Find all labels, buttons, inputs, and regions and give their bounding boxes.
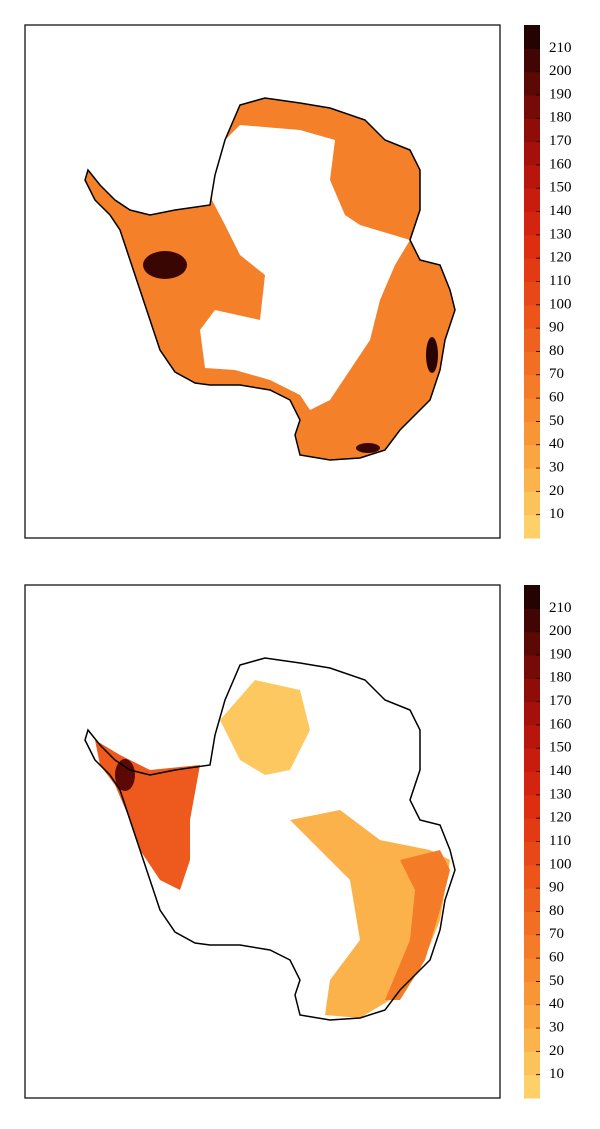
map-frame <box>24 584 501 1099</box>
colorbar-tick-label: 100 <box>549 296 572 312</box>
colorbar-tick-label: 10 <box>549 1066 564 1082</box>
colorbar-tick-label: 210 <box>549 40 572 56</box>
colorbar-tick-label: 170 <box>549 133 572 149</box>
colorbar-segment <box>524 491 540 516</box>
colorbar-segment <box>524 118 540 143</box>
colorbar-tick-label: 80 <box>549 343 564 359</box>
colorbar-segment <box>524 771 540 796</box>
colorbar-tick-label: 110 <box>549 273 571 289</box>
colorbar-segment <box>524 188 540 213</box>
colorbar-tick-label: 110 <box>549 833 571 849</box>
colorbar-tick-label: 40 <box>549 436 564 452</box>
colorbar-segment <box>524 141 540 166</box>
colorbar-segment <box>524 1004 540 1029</box>
colorbar-segment <box>524 934 540 959</box>
colorbar-tick-label: 20 <box>549 1043 564 1059</box>
colorbar-tick-label: 30 <box>549 459 564 475</box>
colorbar-tick-label: 10 <box>549 506 564 522</box>
colorbar-tick-label: 60 <box>549 390 564 406</box>
region-high <box>115 759 135 791</box>
colorbar-tick-label: 90 <box>549 320 564 336</box>
colorbar-segment <box>524 585 540 609</box>
region-fill <box>385 850 450 1000</box>
colorbar-segment <box>524 794 540 819</box>
colorbar-segment <box>524 444 540 469</box>
colorbar-tick-label: 100 <box>549 856 572 872</box>
region-high <box>356 443 380 453</box>
colorbar-tick-label: 180 <box>549 670 572 686</box>
colorbar-tick-label: 150 <box>549 180 572 196</box>
region-high <box>143 251 187 279</box>
colorbar-segment <box>524 608 540 633</box>
colorbar-tick-label: 90 <box>549 880 564 896</box>
colorbar-tick-label: 160 <box>549 156 572 172</box>
colorbar-tick-label: 200 <box>549 63 572 79</box>
colorbar-segment <box>524 911 540 936</box>
colorbar-tick-label: 120 <box>549 250 572 266</box>
colorbar-tick-label: 200 <box>549 623 572 639</box>
colorbar-tick-label: 40 <box>549 996 564 1012</box>
colorbar-tick-label: 190 <box>549 646 572 662</box>
colorbar-segment <box>524 514 540 539</box>
colorbar-tick-label: 120 <box>549 810 572 826</box>
colorbar-segment <box>524 164 540 189</box>
colorbar-segment <box>524 864 540 889</box>
colorbar-tick-label: 70 <box>549 366 564 382</box>
colorbar-tick-label: 180 <box>549 110 572 126</box>
colorbar-segment <box>524 351 540 376</box>
colorbar-tick-label: 30 <box>549 1019 564 1035</box>
colorbar-tick-label: 20 <box>549 483 564 499</box>
colorbar-tick-label: 190 <box>549 86 572 102</box>
region-high <box>426 337 438 373</box>
colorbar-segment <box>524 304 540 329</box>
colorbar-segment <box>524 818 540 842</box>
colorbar-tick-label: 130 <box>549 226 572 242</box>
colorbar-segment <box>524 398 540 422</box>
colorbar-segment <box>524 701 540 726</box>
colorbar-segment <box>524 1051 540 1076</box>
colorbar-tick-label: 50 <box>549 413 564 429</box>
colorbar-segment <box>524 888 540 912</box>
colorbar-segment <box>524 1028 540 1052</box>
map-bottom <box>24 584 501 1099</box>
colorbar-segment <box>524 211 540 236</box>
colorbar-tick-label: 140 <box>549 203 572 219</box>
colorbar-tick-label: 60 <box>549 950 564 966</box>
region-blank <box>200 125 410 410</box>
colorbar-segment <box>524 421 540 446</box>
colorbar-tick-label: 130 <box>549 786 572 802</box>
colorbar-tick-label: 160 <box>549 716 572 732</box>
colorbar-segment <box>524 468 540 492</box>
colorbar-tick-label: 140 <box>549 763 572 779</box>
colorbar-segment <box>524 748 540 773</box>
colorbar-segment <box>524 234 540 259</box>
colorbar-segment <box>524 25 540 49</box>
colorbar-segment <box>524 981 540 1006</box>
map-top <box>24 24 501 539</box>
colorbar-segment <box>524 374 540 399</box>
colorbar-tick-label: 70 <box>549 926 564 942</box>
colorbar-segment <box>524 94 540 119</box>
colorbar-segment <box>524 258 540 282</box>
colorbar-segment <box>524 71 540 96</box>
colorbar-segment <box>524 724 540 749</box>
colorbar-segment <box>524 48 540 73</box>
colorbar-segment <box>524 631 540 656</box>
colorbar-segment <box>524 328 540 352</box>
colorbar-segment <box>524 281 540 306</box>
colorbar-segment <box>524 841 540 866</box>
colorbar-segment <box>524 678 540 703</box>
colorbar-tick-label: 150 <box>549 740 572 756</box>
colorbar-tick-label: 80 <box>549 903 564 919</box>
colorbar-segment <box>524 1074 540 1099</box>
colorbar-segment <box>524 958 540 982</box>
region-fill <box>220 680 310 775</box>
colorbar-segment <box>524 654 540 679</box>
colorbar-tick-label: 50 <box>549 973 564 989</box>
colorbar-tick-label: 210 <box>549 600 572 616</box>
colorbar-tick-label: 170 <box>549 693 572 709</box>
